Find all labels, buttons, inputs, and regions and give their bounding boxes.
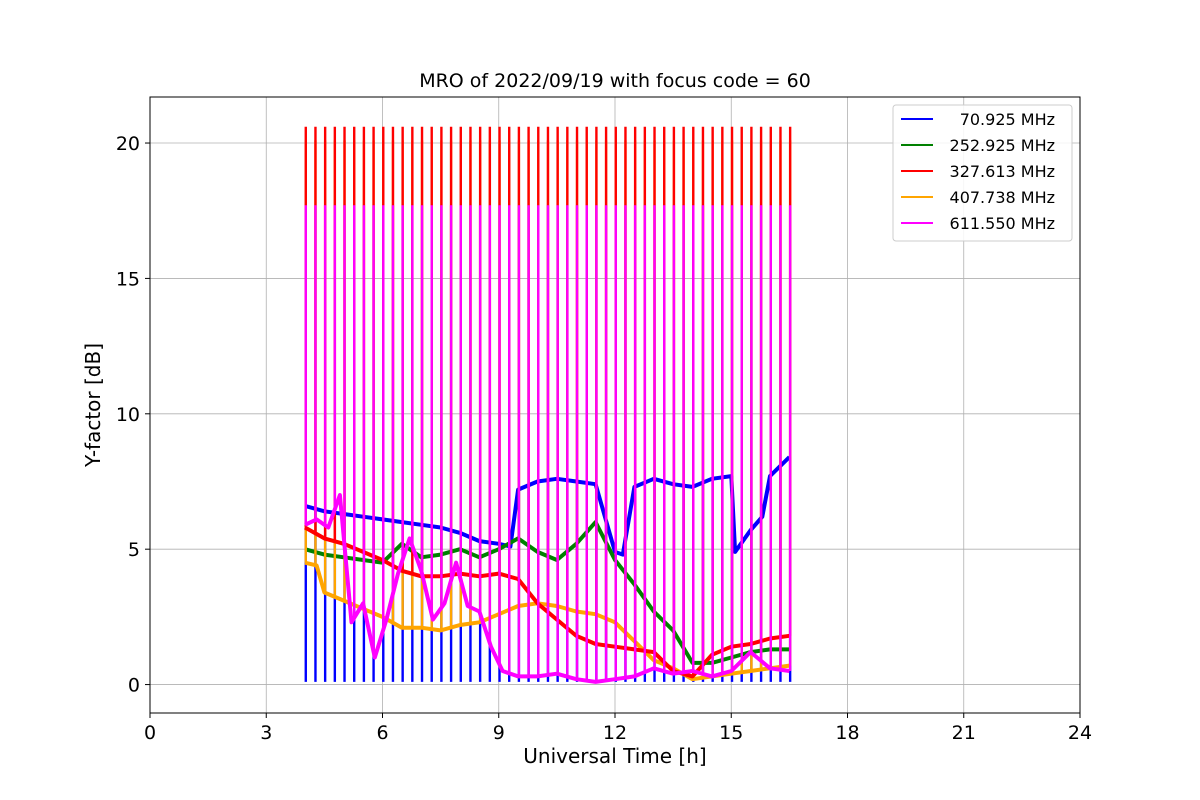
- y-axis-label: Y-factor [dB]: [81, 343, 105, 468]
- x-tick-label: 18: [835, 722, 859, 744]
- series-line: [304, 493, 790, 684]
- x-tick-label: 24: [1068, 722, 1092, 744]
- x-tick-label: 3: [260, 722, 272, 744]
- y-tick-label: 0: [128, 675, 140, 697]
- series-611-550-mhz: [304, 205, 792, 684]
- x-tick-label: 6: [376, 722, 388, 744]
- y-tick-label: 20: [116, 133, 140, 155]
- x-axis: 0 3 6 9 12 15 18 21 24: [144, 713, 1092, 744]
- y-tick-label: 5: [128, 539, 140, 561]
- legend-label: 252.925 MHz: [950, 136, 1055, 155]
- x-tick-label: 9: [493, 722, 505, 744]
- x-tick-label: 12: [603, 722, 627, 744]
- x-tick-label: 0: [144, 722, 156, 744]
- x-axis-label: Universal Time [h]: [523, 744, 706, 768]
- x-tick-label: 21: [952, 722, 976, 744]
- x-tick-label: 15: [719, 722, 743, 744]
- legend-label: 327.613 MHz: [950, 162, 1055, 181]
- plot-area: [304, 126, 792, 684]
- legend: 70.925 MHz 252.925 MHz 327.613 MHz 407.738 …: [892, 104, 1073, 242]
- chart-title: MRO of 2022/09/19 with focus code = 60: [419, 70, 811, 92]
- legend-label: 611.550 MHz: [950, 214, 1055, 233]
- y-axis: 0 5 10 15 20: [116, 133, 150, 697]
- y-tick-label: 10: [116, 404, 140, 426]
- legend-label: 407.738 MHz: [950, 188, 1055, 207]
- y-tick-label: 15: [116, 268, 140, 290]
- legend-box: [892, 104, 1073, 242]
- legend-label: 70.925 MHz: [960, 110, 1055, 129]
